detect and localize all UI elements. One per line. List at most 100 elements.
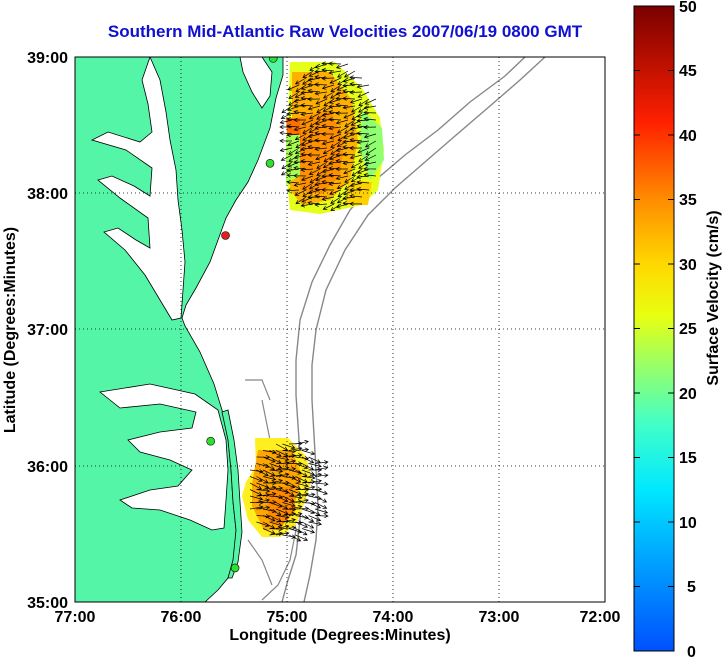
velocity-vector (328, 70, 342, 75)
y-tick-labels: 39:00 38:00 37:00 36:00 35:00 (27, 50, 68, 612)
velocity-vector (269, 531, 284, 536)
velocity-vector (295, 196, 307, 205)
velocity-vector (295, 439, 309, 445)
velocity-vector (342, 105, 356, 110)
velocity-vector (356, 84, 370, 89)
velocity-vector (262, 463, 276, 471)
velocity-vector (307, 189, 321, 195)
velocity-vector (288, 91, 300, 99)
velocity-vector (262, 456, 276, 463)
velocity-vector (269, 486, 284, 491)
velocity-vector (301, 475, 316, 480)
velocity-vector (262, 476, 277, 481)
velocity-vector (269, 478, 283, 484)
velocity-vector (287, 140, 300, 147)
map-title: Southern Mid-Atlantic Raw Velocities 200… (107, 22, 583, 41)
velocity-vector (288, 489, 302, 496)
velocity-vector (308, 70, 321, 77)
velocity-vector (269, 468, 284, 474)
velocity-vector (287, 105, 300, 112)
velocity-vector (287, 84, 300, 91)
velocity-vector (300, 111, 314, 117)
velocity-vector (314, 91, 328, 96)
velocity-vector (321, 168, 335, 174)
velocity-vector (356, 131, 370, 136)
velocity-vector (307, 194, 321, 200)
velocity-vector (282, 449, 297, 454)
velocity-vector (335, 166, 349, 172)
velocity-vector (288, 504, 303, 510)
velocity-vector (328, 160, 342, 166)
velocity-vector (269, 494, 284, 500)
velocity-vector (262, 469, 276, 477)
velocity-vector (330, 147, 342, 155)
velocity-vector (262, 449, 277, 455)
velocity-vector (275, 502, 289, 510)
velocity-vector (256, 482, 270, 489)
colorbar-tick-label: 50 (679, 0, 697, 16)
velocity-vector (344, 119, 356, 127)
colorbar-tick-label: 15 (679, 450, 697, 467)
velocity-vector (309, 175, 321, 184)
velocity-vector (329, 133, 342, 140)
velocity-vector (293, 126, 307, 132)
velocity-vector (300, 95, 314, 101)
velocity-vector (275, 456, 290, 462)
velocity-vector (282, 459, 296, 464)
velocity-vector (349, 90, 363, 95)
velocity-vector (330, 84, 342, 93)
velocity-vector (364, 140, 377, 148)
velocity-vector (349, 145, 363, 151)
velocity-vector (256, 505, 271, 510)
velocity-vector (328, 173, 342, 178)
velocity-vector (314, 69, 328, 74)
colorbar-ticks (634, 5, 674, 652)
velocity-vector (295, 534, 309, 541)
velocity-vector (262, 521, 276, 529)
velocity-vector (301, 492, 316, 497)
velocity-vector (344, 126, 356, 134)
chesapeake-bay (90, 57, 186, 321)
velocity-vector (358, 98, 370, 107)
velocity-vector (302, 182, 314, 190)
velocity-vector (358, 154, 370, 162)
grid-lines (75, 57, 605, 602)
velocity-vector (363, 166, 377, 172)
velocity-vector (288, 446, 303, 451)
radar-site-marker (206, 436, 215, 446)
velocity-vector (294, 189, 307, 196)
velocity-vector (328, 98, 342, 104)
velocity-vector (286, 132, 300, 138)
velocity-vector (336, 182, 349, 189)
velocity-vector (302, 126, 314, 134)
velocity-vector (295, 528, 308, 536)
velocity-vector (316, 161, 328, 169)
velocity-vector (275, 524, 290, 529)
velocity-vector (279, 119, 293, 125)
velocity-vector (279, 138, 293, 144)
velocity-vector (275, 495, 289, 503)
velocity-vector (295, 498, 309, 503)
velocity-vector (293, 165, 307, 171)
x-tick-label: 73:00 (479, 609, 520, 626)
x-tick-labels: 77:00 76:00 75:00 74:00 73:00 72:00 (55, 609, 621, 626)
velocity-vector (314, 146, 328, 152)
velocity-vector (322, 147, 335, 155)
velocity-vector (308, 515, 322, 522)
velocity-vector (295, 456, 310, 461)
velocity-vector (249, 476, 263, 483)
velocity-vector (308, 456, 321, 464)
colorbar-tick-label: 20 (679, 386, 697, 403)
velocity-vector (307, 77, 321, 82)
velocity-vector (322, 91, 335, 99)
velocity-vector (321, 131, 335, 137)
velocity-vector (350, 161, 363, 169)
velocity-vector (295, 482, 309, 488)
velocity-vector (314, 508, 329, 514)
velocity-vector (356, 187, 370, 192)
velocity-vector (269, 521, 283, 527)
velocity-arrows-north (279, 61, 377, 211)
velocity-vector (330, 91, 342, 99)
velocity-vector (363, 116, 377, 122)
